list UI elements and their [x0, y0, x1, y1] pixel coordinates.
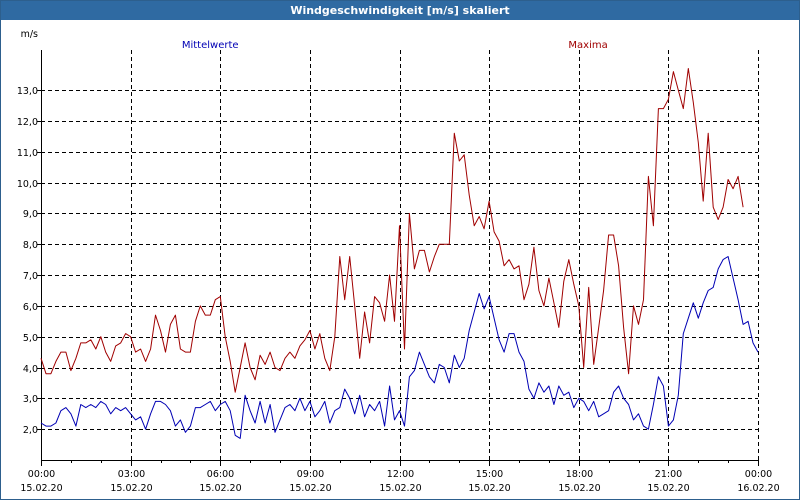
x-tick-time-label: 15:00 [476, 469, 503, 480]
x-tick-time-label: 09:00 [297, 469, 324, 480]
x-tick-date-label: 15.02.20 [20, 483, 62, 494]
series-lines [40, 68, 759, 439]
y-tick-label: 4,0 [23, 364, 38, 375]
x-tick-time-label: 21:00 [655, 469, 682, 480]
axes [37, 50, 759, 466]
y-tick-label: 8,0 [23, 240, 38, 251]
y-tick-label: 7,0 [23, 271, 38, 282]
x-tick-time-label: 18:00 [566, 469, 593, 480]
y-tick-label: 2,0 [23, 425, 38, 436]
x-tick-date-label: 15.02.20 [468, 483, 510, 494]
y-tick-label: 13,0 [17, 86, 38, 97]
x-tick-date-label: 15.02.20 [558, 483, 600, 494]
series-line-maxima [40, 68, 744, 393]
x-tick-time-label: 00:00 [28, 469, 55, 480]
x-tick-time-label: 06:00 [207, 469, 234, 480]
y-tick-label: 12,0 [17, 117, 38, 128]
x-tick-time-label: 12:00 [387, 469, 414, 480]
y-tick-label: 9,0 [23, 209, 38, 220]
legend-label-maxima: Maxima [568, 40, 607, 51]
chart-plot: 2,0 3,0 4,0 5,0 6,0 7,0 8,0 9,0 10,0 11,0 12,0 13,0… [17, 29, 780, 494]
window-title: Windgeschwindigkeit [m/s] skaliert [1, 1, 799, 20]
x-tick-time-label: 00:00 [745, 469, 772, 480]
y-tick-label: 3,0 [23, 394, 38, 405]
x-tick-date-label: 15.02.20 [647, 483, 689, 494]
x-tick-time-label: 03:00 [118, 469, 145, 480]
y-axis-unit-label: m/s [21, 29, 38, 40]
x-tick-date-label: 16.02.20 [737, 483, 779, 494]
y-tick-label: 6,0 [23, 302, 38, 313]
x-tick-date-label: 15.02.20 [110, 483, 152, 494]
legend-label-mittelwerte: Mittelwerte [182, 40, 239, 51]
axis-labels: 2,0 3,0 4,0 5,0 6,0 7,0 8,0 9,0 10,0 11,0 12,0 13,0… [17, 29, 780, 494]
y-tick-label: 10,0 [17, 179, 38, 190]
y-tick-label: 5,0 [23, 333, 38, 344]
y-tick-label: 11,0 [17, 148, 38, 159]
x-tick-date-label: 15.02.20 [379, 483, 421, 494]
series-line-mittelwerte [40, 256, 759, 439]
x-tick-date-label: 15.02.20 [289, 483, 331, 494]
x-tick-date-label: 15.02.20 [199, 483, 241, 494]
grid-lines [41, 50, 759, 460]
